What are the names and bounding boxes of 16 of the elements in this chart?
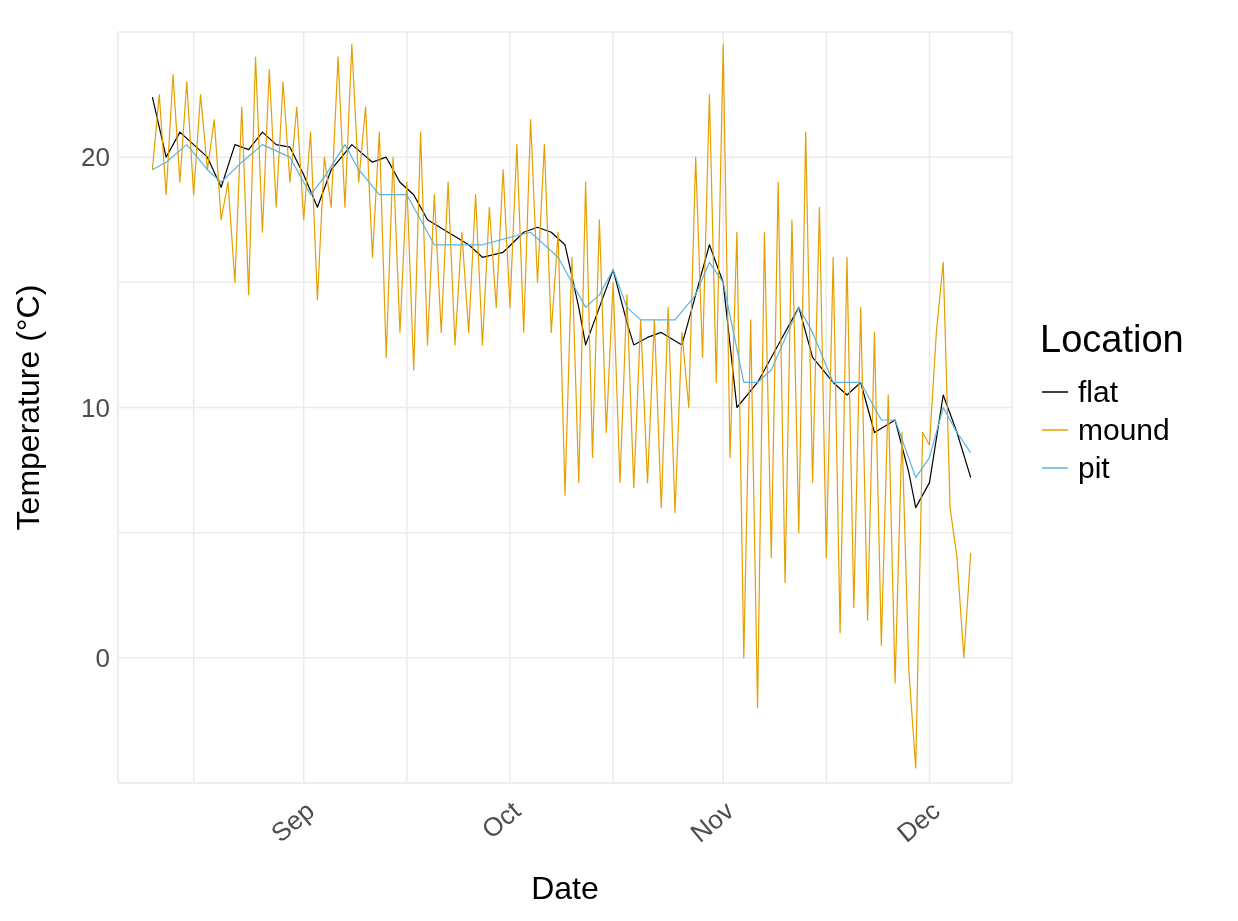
y-tick-label: 0: [95, 643, 110, 674]
y-tick-label: 20: [81, 142, 110, 173]
x-tick-label: Oct: [475, 794, 527, 845]
line-series: [151, 144, 972, 479]
y-tick-label: 10: [81, 392, 110, 423]
line-series: [151, 96, 972, 509]
line-series: [151, 43, 972, 769]
x-tick-label: Sep: [265, 795, 320, 849]
legend-label: mound: [1078, 413, 1170, 447]
x-tick-label: Dec: [890, 795, 946, 849]
y-axis-title: Temperature (°C): [10, 284, 47, 531]
x-axis-title: Date: [531, 870, 599, 906]
x-tick-label: Nov: [684, 795, 740, 849]
legend-label: pit: [1078, 451, 1110, 485]
legend-label: flat: [1078, 375, 1119, 409]
legend-title: Location: [1040, 318, 1184, 361]
